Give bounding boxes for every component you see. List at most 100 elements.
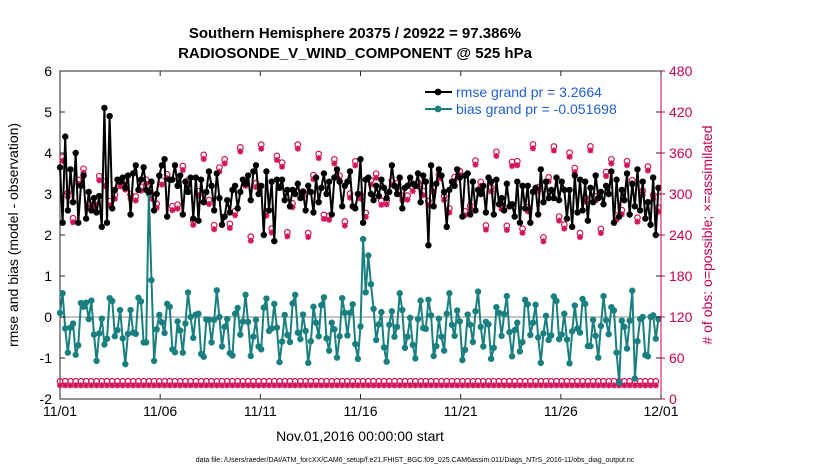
bias-point bbox=[171, 349, 179, 356]
rmse-point bbox=[127, 211, 134, 218]
obs-star-stroke bbox=[258, 145, 264, 152]
obs-assimilated-marker bbox=[428, 382, 435, 389]
obs-assimilated-marker bbox=[597, 230, 604, 237]
bias-point bbox=[161, 329, 168, 337]
bias-point bbox=[216, 313, 223, 321]
rmse-point bbox=[634, 166, 641, 173]
obs-assimilated-marker bbox=[443, 382, 450, 389]
obs-star-stroke bbox=[308, 382, 314, 389]
obs-assimilated-marker bbox=[200, 155, 207, 162]
rmse-point bbox=[242, 180, 249, 187]
rmse-point bbox=[95, 192, 103, 200]
obs-star-stroke bbox=[96, 177, 102, 183]
obs-star-stroke bbox=[558, 382, 565, 389]
obs-assimilated-marker bbox=[480, 382, 487, 389]
rmse-point bbox=[210, 207, 218, 214]
rmse-point bbox=[521, 205, 529, 212]
obs-assimilated-marker bbox=[286, 382, 293, 389]
obs-assimilated-marker bbox=[140, 382, 147, 389]
rmse-point bbox=[367, 190, 375, 198]
obs-assimilated-marker bbox=[634, 218, 641, 225]
obs-star-stroke bbox=[647, 382, 654, 389]
obs-assimilated-marker bbox=[576, 234, 583, 241]
obs-star-stroke bbox=[459, 382, 466, 389]
bias-point bbox=[495, 309, 503, 317]
rmse-point bbox=[383, 194, 390, 202]
rmse-point bbox=[542, 178, 550, 185]
obs-star-stroke bbox=[585, 382, 591, 389]
rmse-point bbox=[72, 149, 79, 157]
bias-point bbox=[127, 306, 134, 314]
obs-star-stroke bbox=[349, 382, 356, 389]
obs-star-stroke bbox=[506, 382, 513, 389]
obs-star-stroke bbox=[93, 382, 100, 389]
rmse-point bbox=[124, 172, 132, 179]
obs-assimilated-marker bbox=[57, 382, 63, 389]
bias-point bbox=[122, 360, 129, 368]
bias-point bbox=[399, 306, 406, 314]
bias-point bbox=[315, 333, 322, 340]
obs-star-stroke bbox=[206, 201, 212, 207]
obs-star-stroke bbox=[344, 382, 351, 389]
rmse-point bbox=[498, 194, 505, 202]
bias-point bbox=[221, 323, 228, 331]
obs-star-stroke bbox=[407, 382, 413, 389]
bias-point bbox=[618, 317, 626, 324]
bias-point bbox=[621, 323, 628, 331]
bias-point bbox=[239, 318, 247, 325]
obs-assimilated-marker bbox=[276, 382, 283, 389]
obs-star-stroke bbox=[180, 167, 186, 173]
obs-star-stroke bbox=[637, 382, 643, 389]
obs-star-stroke bbox=[295, 145, 301, 152]
rmse-point bbox=[608, 168, 615, 175]
obs-assimilated-marker bbox=[459, 382, 466, 389]
y-tick-label: -2 bbox=[40, 391, 53, 407]
obs-star-stroke bbox=[67, 382, 74, 389]
obs-star-stroke bbox=[328, 382, 335, 389]
rmse-point bbox=[553, 174, 560, 181]
bias-point bbox=[177, 327, 184, 334]
bias-point bbox=[438, 333, 445, 340]
rmse-point bbox=[453, 166, 461, 173]
rmse-point bbox=[365, 174, 372, 181]
rmse-point bbox=[56, 164, 64, 171]
rmse-point bbox=[320, 170, 328, 177]
rmse-point bbox=[307, 188, 315, 196]
obs-assimilated-marker bbox=[407, 382, 414, 389]
obs-star-stroke bbox=[119, 382, 126, 389]
obs-star-stroke bbox=[229, 382, 236, 389]
rmse-point bbox=[467, 211, 474, 218]
obs-star-stroke bbox=[402, 382, 408, 389]
obs-star-stroke bbox=[608, 160, 615, 167]
bias-point bbox=[153, 326, 160, 333]
rmse-point bbox=[631, 203, 639, 210]
obs-assimilated-marker bbox=[404, 196, 411, 203]
obs-assimilated-marker bbox=[561, 225, 568, 232]
bias-point bbox=[631, 375, 639, 382]
bias-point bbox=[391, 333, 398, 340]
bias-point bbox=[485, 321, 492, 328]
legend-bias-marker bbox=[434, 105, 442, 113]
rmse-point bbox=[305, 182, 312, 189]
rmse-point bbox=[636, 207, 644, 214]
obs-assimilated-marker bbox=[590, 382, 597, 389]
obs-star-stroke bbox=[496, 382, 502, 389]
rmse-point bbox=[171, 162, 179, 169]
bias-point bbox=[440, 347, 448, 354]
bias-point bbox=[271, 300, 278, 308]
obs-star-stroke bbox=[391, 382, 398, 389]
rmse-point bbox=[629, 180, 636, 187]
rmse-point bbox=[391, 182, 398, 189]
bias-point bbox=[548, 332, 555, 339]
bias-point bbox=[244, 318, 252, 326]
obs-star-stroke bbox=[433, 382, 440, 389]
rmse-point bbox=[85, 188, 92, 196]
rmse-point bbox=[286, 203, 294, 210]
obs-star-stroke bbox=[386, 382, 393, 389]
obs-star-stroke bbox=[517, 382, 523, 389]
obs-assimilated-marker bbox=[208, 382, 215, 389]
bias-point bbox=[623, 345, 631, 352]
obs-star-stroke bbox=[234, 382, 241, 389]
bias-point bbox=[237, 331, 244, 338]
obs-star-stroke bbox=[146, 382, 152, 389]
